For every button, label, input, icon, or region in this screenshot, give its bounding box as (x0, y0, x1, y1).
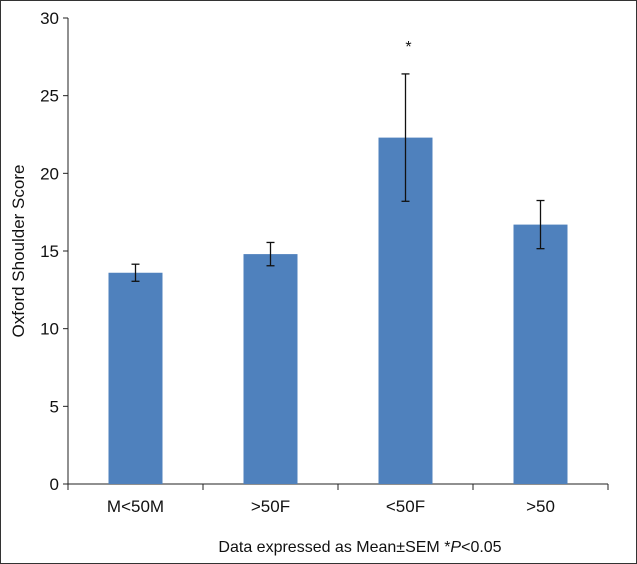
y-tick-label: 5 (50, 397, 59, 416)
y-tick-label: 10 (40, 320, 59, 339)
y-tick-label: 25 (40, 87, 59, 106)
y-tick-label: 0 (50, 475, 59, 494)
bar (513, 224, 568, 485)
x-tick-label: >50F (251, 497, 290, 516)
y-tick-label: 30 (40, 9, 59, 28)
bar (108, 272, 163, 484)
y-axis-label: Oxford Shoulder Score (9, 165, 28, 338)
significance-marker: * (405, 39, 411, 56)
x-tick-label: >50 (526, 497, 555, 516)
bar (243, 254, 298, 484)
x-axis-label: Data expressed as Mean±SEM *P<0.05 (218, 539, 501, 556)
x-tick-label: <50F (386, 497, 425, 516)
y-tick-label: 15 (40, 242, 59, 261)
y-tick-label: 20 (40, 164, 59, 183)
x-tick-label: M<50M (107, 497, 164, 516)
